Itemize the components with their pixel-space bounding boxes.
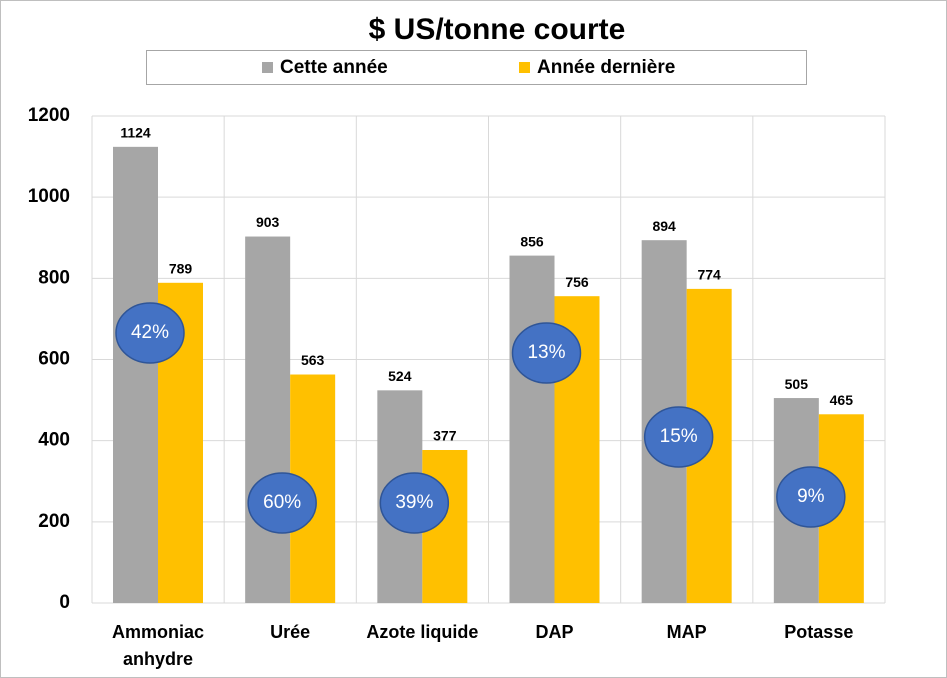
legend-box — [146, 50, 807, 85]
annotation-circle — [247, 472, 317, 534]
data-label: 756 — [565, 274, 589, 290]
x-tick-label: MAP — [666, 622, 707, 642]
chart-title: $ US/tonne courte — [369, 13, 626, 46]
y-tick-label: 0 — [59, 592, 70, 613]
bar — [245, 236, 291, 603]
annotation-label: 15% — [660, 426, 698, 447]
y-tick-label: 400 — [38, 430, 70, 451]
data-label: 894 — [652, 218, 676, 234]
data-label: 524 — [388, 368, 412, 384]
data-label: 563 — [301, 352, 325, 368]
annotation-circle — [115, 302, 185, 364]
y-tick-label: 600 — [38, 349, 70, 370]
annotation-circle — [511, 322, 582, 384]
y-tick-label: 800 — [38, 267, 70, 288]
y-tick-label: 1000 — [28, 186, 70, 207]
data-label: 856 — [520, 233, 544, 249]
annotation-circle — [643, 406, 714, 468]
bar — [113, 146, 158, 604]
x-tick-label: Azote liquide — [366, 622, 479, 642]
y-tick-label: 1200 — [28, 105, 70, 126]
annotation-label: 9% — [797, 486, 825, 507]
annotation-label: 13% — [527, 342, 565, 363]
data-label: 789 — [169, 261, 193, 277]
annotation-label: 60% — [263, 492, 301, 513]
data-label: 774 — [697, 267, 721, 283]
data-label: 1124 — [120, 125, 151, 141]
x-tick-label: Potasse — [784, 622, 854, 642]
x-tick-label: Ammoniac anhydre — [111, 622, 205, 669]
data-label: 465 — [830, 392, 854, 408]
data-label: 377 — [433, 428, 457, 444]
legend-label: Année dernière — [537, 57, 675, 78]
annotation-circle — [379, 472, 450, 534]
bar — [509, 255, 555, 603]
legend-swatch — [519, 62, 530, 73]
data-label: 903 — [256, 214, 280, 230]
x-tick-label: DAP — [535, 622, 574, 642]
annotation-circle — [776, 466, 846, 528]
y-tick-label: 200 — [38, 511, 70, 532]
legend-swatch — [262, 62, 273, 73]
annotation-label: 39% — [395, 492, 433, 513]
x-tick-label: Urée — [270, 622, 311, 642]
data-label: 505 — [785, 376, 809, 392]
legend-label: Cette année — [280, 57, 388, 78]
annotation-label: 42% — [131, 322, 169, 343]
